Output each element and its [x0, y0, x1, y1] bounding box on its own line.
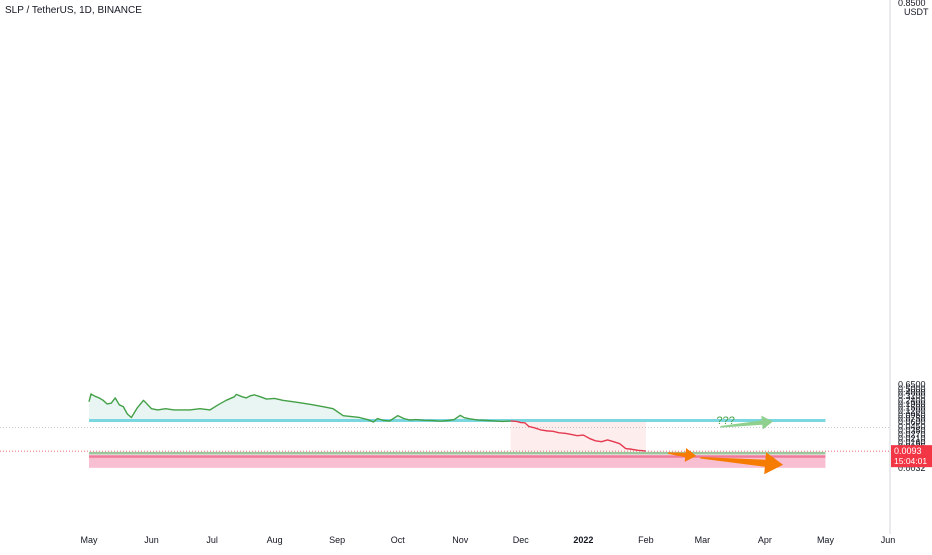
y-tick-label: 0.3200	[898, 391, 926, 401]
price-line-up	[88, 393, 511, 423]
y-tick-label: 0.0160	[898, 438, 926, 448]
y-tick-label: 0.6500	[898, 380, 926, 390]
pink-zone-lower	[89, 456, 826, 468]
y-tick-label: 0.0350	[898, 425, 926, 435]
x-tick-label: Oct	[391, 535, 406, 545]
green-area	[89, 393, 511, 421]
y-tick-label: 0.0210	[898, 433, 926, 443]
pink-zone-upper	[89, 453, 826, 457]
y-tick-label: 0.1900	[898, 399, 926, 409]
x-tick-label: 2022	[573, 535, 593, 545]
y-tick-label: 0.0950	[898, 410, 926, 420]
x-tick-label: May	[80, 535, 98, 545]
price-tag	[891, 445, 932, 468]
currency-label: USDT	[904, 7, 929, 17]
arrow-down-orange-large	[700, 452, 784, 475]
price-line-down	[510, 420, 646, 452]
y-tick-label: 0.0600	[898, 417, 926, 427]
x-tick-label: Aug	[267, 535, 283, 545]
x-tick-label: Jun	[881, 535, 896, 545]
y-tick-label: 0.1500	[898, 403, 926, 413]
x-tick-label: Apr	[758, 535, 772, 545]
x-tick-label: Jul	[206, 535, 218, 545]
y-tick-label: 0.0450	[898, 421, 926, 431]
y-tick-label: 0.1200	[898, 406, 926, 416]
x-tick-label: Dec	[513, 535, 530, 545]
x-tick-label: Mar	[695, 535, 711, 545]
x-tick-label: Sep	[329, 535, 345, 545]
arrow-down-orange-small	[667, 447, 697, 462]
y-tick-label: 0.0270	[898, 429, 926, 439]
x-tick-label: May	[817, 535, 835, 545]
y-tick-label: 0.5000	[898, 384, 926, 394]
y-tick-label: 0.4000	[898, 387, 926, 397]
x-tick-label: Jun	[144, 535, 159, 545]
y-tick-label: 0.2400	[898, 395, 926, 405]
price-tag-value: 0.0093	[894, 446, 922, 456]
annotation-question: ???	[717, 415, 735, 427]
y-tick-label: 0.0032	[898, 463, 926, 473]
x-tick-label: Nov	[452, 535, 469, 545]
loss-box	[510, 421, 646, 452]
price-tag-countdown: 15:04:01	[894, 456, 927, 466]
chart-title: SLP / TetherUS, 1D, BINANCE	[5, 5, 142, 16]
x-tick-label: Feb	[638, 535, 654, 545]
y-tick-label: 0.0750	[898, 414, 926, 424]
arrow-up-green	[720, 415, 773, 430]
y-tick-partial: 0.8500	[898, 0, 926, 8]
